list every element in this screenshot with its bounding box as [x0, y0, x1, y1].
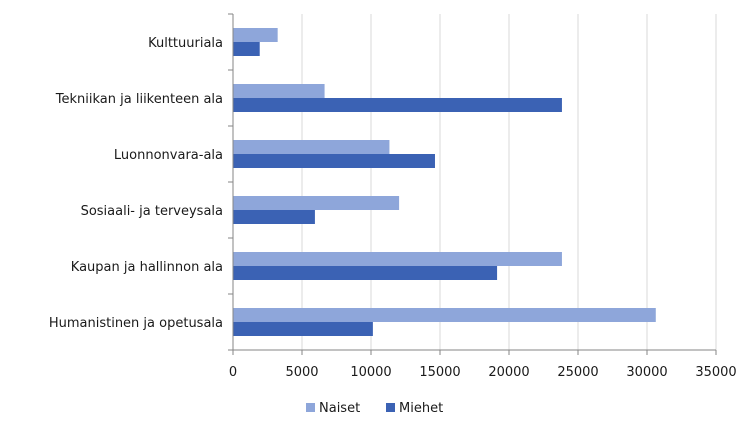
x-tick-label: 20000 [488, 365, 529, 380]
legend-swatch-naiset [306, 403, 315, 412]
axes [228, 13, 717, 355]
bar-naiset [233, 252, 562, 266]
x-tick-label: 30000 [626, 365, 667, 380]
category-label: Sosiaali- ja terveysala [81, 204, 223, 219]
bar-miehet [233, 154, 435, 168]
bar-naiset [233, 196, 400, 210]
bar-naiset [233, 84, 325, 98]
category-labels: Kulttuuriala Tekniikan ja liikenteen ala L… [49, 36, 223, 331]
bar-miehet [233, 210, 315, 224]
category-label: Luonnonvara-ala [114, 148, 223, 163]
bar-naiset [233, 140, 390, 154]
legend: Naiset Miehet [306, 401, 443, 416]
bar-miehet [233, 322, 373, 336]
bar-miehet [233, 98, 562, 112]
bar-miehet [233, 266, 498, 280]
category-label: Tekniikan ja liikenteen ala [55, 92, 223, 107]
bar-naiset [233, 308, 656, 322]
legend-swatch-miehet [386, 403, 395, 412]
bar-naiset [233, 28, 278, 42]
legend-label-naiset: Naiset [319, 401, 360, 416]
legend-label-miehet: Miehet [399, 401, 443, 416]
bar-miehet [233, 42, 260, 56]
category-label: Humanistinen ja opetusala [49, 316, 223, 331]
x-tick-label: 0 [229, 365, 237, 380]
x-tick-label: 35000 [695, 365, 736, 380]
bars [233, 28, 656, 336]
category-label: Kulttuuriala [148, 36, 223, 51]
x-tick-labels: 0 5000 10000 15000 20000 25000 30000 35000 [229, 365, 737, 380]
x-tick-label: 15000 [419, 365, 460, 380]
x-tick-label: 25000 [557, 365, 598, 380]
category-label: Kaupan ja hallinnon ala [71, 260, 223, 275]
x-tick-label: 5000 [285, 365, 318, 380]
gridlines [301, 14, 717, 350]
x-tick-label: 10000 [350, 365, 391, 380]
